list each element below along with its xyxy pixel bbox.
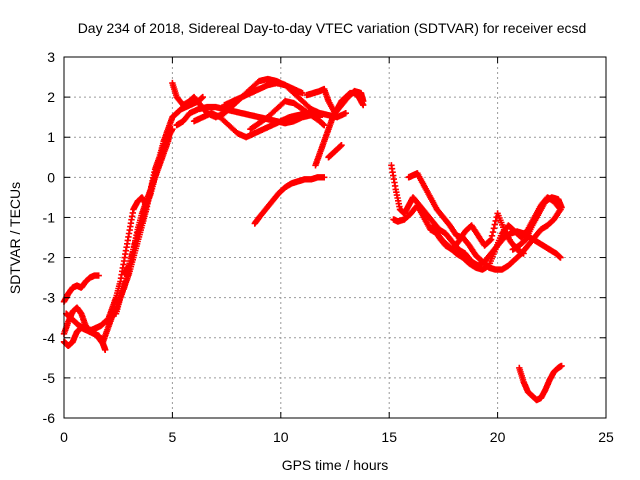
data-point-markers: [247, 97, 328, 133]
y-tick-label: 1: [47, 129, 55, 145]
data-point-markers: [325, 142, 345, 161]
plot-frame: [63, 56, 607, 419]
data-point-markers: [509, 194, 565, 253]
data-point-markers: [60, 272, 102, 305]
series-arc-23: [516, 362, 565, 404]
series-arc-22: [509, 194, 565, 253]
series-arc-16: [312, 89, 367, 169]
series-arc-12: [221, 75, 306, 109]
x-tick-label: 25: [598, 429, 614, 445]
data-point-markers: [312, 89, 367, 169]
y-tick-label: -5: [43, 370, 56, 386]
series-arc-14: [251, 174, 328, 227]
data-point-markers: [221, 75, 306, 109]
y-tick-label: -1: [43, 209, 56, 225]
x-tick-label: 10: [273, 429, 289, 445]
y-tick-label: -4: [43, 330, 56, 346]
y-tick-label: -6: [43, 410, 56, 426]
axis-ticks: [63, 56, 607, 419]
x-tick-labels: 0 5 10 15 20 25: [60, 429, 614, 445]
y-tick-label: 0: [47, 169, 55, 185]
x-tick-label: 15: [381, 429, 397, 445]
y-tick-label: -3: [43, 290, 56, 306]
x-tick-label: 0: [60, 429, 68, 445]
y-tick-label: 3: [47, 49, 55, 65]
y-tick-label: 2: [47, 89, 55, 105]
data-series: [60, 75, 565, 404]
data-point-markers: [251, 174, 328, 227]
series-arc-11: [190, 110, 319, 141]
series-arc-1: [60, 272, 102, 305]
series-arc-20: [405, 170, 564, 273]
x-axis-title: GPS time / hours: [282, 457, 389, 473]
y-tick-labels: 3 2 1 0 -1 -2 -3 -4 -5 -6: [43, 49, 56, 426]
series-arc-17: [325, 142, 345, 161]
y-tick-label: -2: [43, 250, 56, 266]
y-axis-title: SDTVAR / TECUs: [7, 182, 23, 294]
data-point-markers: [405, 170, 564, 273]
x-tick-label: 5: [169, 429, 177, 445]
chart-title: Day 234 of 2018, Sidereal Day-to-day VTE…: [78, 20, 587, 36]
x-tick-label: 20: [490, 429, 506, 445]
data-point-markers: [190, 110, 319, 141]
series-arc-13: [247, 97, 328, 133]
data-point-markers: [516, 362, 565, 404]
